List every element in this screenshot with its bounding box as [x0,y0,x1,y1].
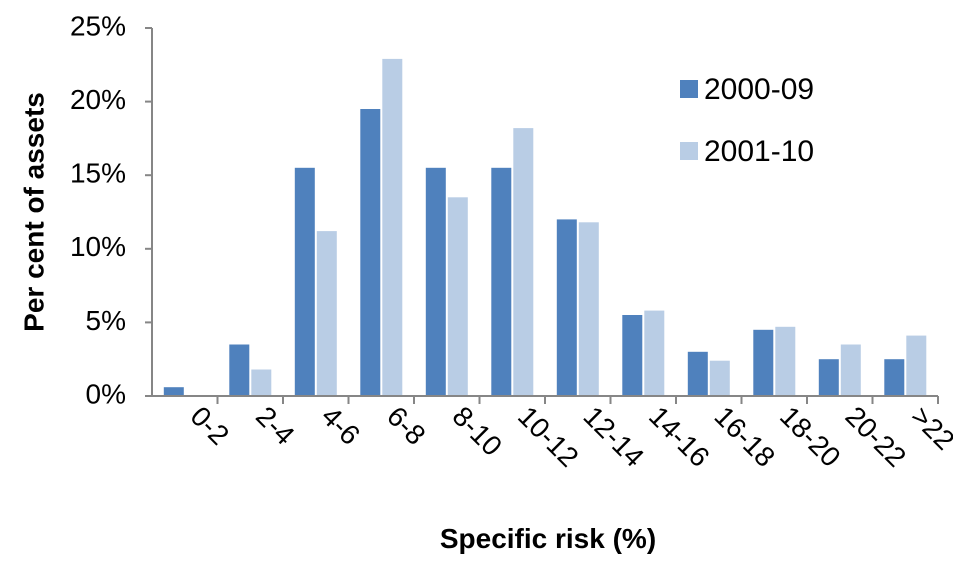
bar-2000-09-10-12 [491,167,512,396]
y-tick-label: 5% [86,305,126,336]
y-tick-label: 20% [70,84,126,115]
bar-2001-10-10-12 [513,128,534,396]
legend-label-2001-10: 2001-10 [704,135,814,168]
x-tick-label: 8-10 [447,400,509,462]
bar-2000-09-6-8 [360,109,381,396]
bar-2000-09-20-22 [818,359,839,396]
y-tick-label: 10% [70,231,126,262]
bar-2000-09-4-6 [294,167,315,396]
legend: 2000-09 2001-10 [680,73,814,168]
y-tick-label: 25% [70,10,126,41]
x-tick-label: 12-14 [578,400,651,473]
x-ticks: 0-2 2-4 4-6 6-8 8-10 10-1212-1414-1616-1818-2… [185,396,953,473]
bar-2001-10->22 [906,335,927,396]
bar-2001-10-18-20 [775,326,796,396]
x-tick-label: 16-18 [709,400,782,473]
x-tick-label: 14-16 [643,400,716,473]
x-tick-label: 0-2 [185,400,236,451]
bar-2001-10-2-4 [251,369,272,396]
bar-2000-09-0-2 [163,387,184,396]
bar-2000-09-14-16 [622,315,643,396]
y-ticks: 0% 5% 10% 15% 20% 25% [70,10,152,409]
y-tick-label: 0% [86,378,126,409]
y-tick-label: 15% [70,158,126,189]
x-tick-label: 10-12 [512,400,585,473]
bar-2000-09-16-18 [687,351,708,396]
legend-swatch-2001-10 [680,142,698,160]
x-tick-label: 2-4 [250,400,301,451]
y-axis-title: Per cent of assets [18,92,49,332]
x-tick-label: >22 [905,400,953,456]
bar-2000-09->22 [884,359,905,396]
x-tick-label: 4-6 [316,400,367,451]
legend-label-2000-09: 2000-09 [704,73,814,106]
bar-2001-10-4-6 [316,231,337,396]
bar-2001-10-16-18 [709,360,730,396]
bar-2000-09-18-20 [753,329,774,396]
bar-2001-10-20-22 [840,344,861,396]
x-tick-label: 18-20 [774,400,847,473]
bar-2001-10-8-10 [447,197,468,396]
legend-swatch-2000-09 [680,80,698,98]
bar-2000-09-8-10 [425,167,446,396]
axes-layer [151,28,938,397]
bar-2001-10-12-14 [578,222,599,396]
bars-layer [163,58,927,397]
x-axis-title: Specific risk (%) [440,523,656,554]
bar-2001-10-14-16 [644,310,665,396]
bar-2000-09-12-14 [556,219,577,396]
bar-2001-10-6-8 [382,58,403,397]
x-tick-label: 6-8 [381,400,432,451]
bar-2000-09-2-4 [229,344,250,396]
x-tick-label: 20-22 [840,400,913,473]
